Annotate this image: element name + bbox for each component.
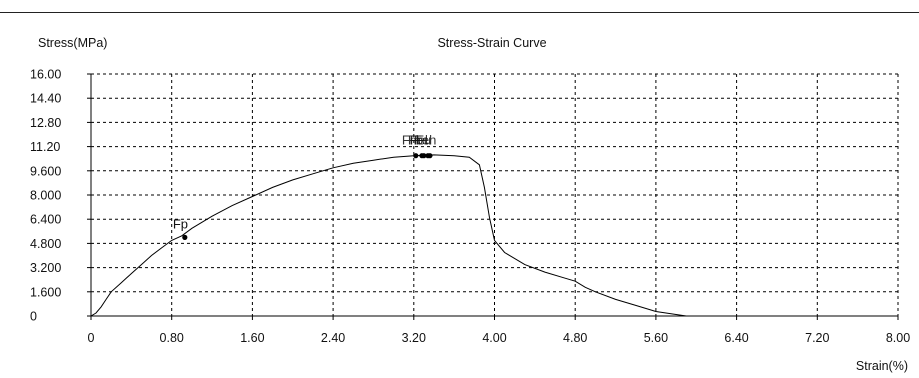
marker-point: [413, 153, 419, 159]
data-series: [90, 154, 687, 317]
y-tick-label: 6.400: [30, 213, 61, 227]
x-tick-label: 5.60: [644, 331, 668, 345]
marker-point: [427, 153, 433, 159]
x-axis-label: Strain(%): [856, 359, 908, 373]
x-tick-label: 0.80: [160, 331, 184, 345]
x-tick-label: 0: [88, 331, 95, 345]
y-tick-label: 4.800: [30, 237, 61, 251]
x-tick-label: 2.40: [321, 331, 345, 345]
marker-point: [182, 234, 188, 240]
x-tick-label: 1.60: [240, 331, 264, 345]
y-tick-label: 1.600: [30, 285, 61, 299]
x-tick-label: 4.80: [563, 331, 587, 345]
marker-label: Feh: [414, 133, 436, 148]
y-tick-label: 14.40: [30, 92, 61, 106]
stress-strain-line: [90, 154, 687, 317]
marker-point: [421, 153, 427, 159]
x-tick-label: 6.40: [724, 331, 748, 345]
top-rule: [0, 12, 919, 13]
x-tick-label: 7.20: [805, 331, 829, 345]
y-tick-label: 8.000: [30, 189, 61, 203]
y-axis-label: Stress(MPa): [38, 36, 107, 50]
x-tick-label: 4.00: [482, 331, 506, 345]
tick-labels: 0 0.80 1.60 2.40 3.20 4.00 4.80 5.60 6.40 7.20 8.0…: [30, 68, 910, 346]
y-tick-label: 9.600: [30, 164, 61, 178]
chart-title: Stress-Strain Curve: [437, 36, 546, 50]
marker-label: Fel: [410, 133, 428, 148]
marker-label: Fp: [173, 216, 188, 231]
y-tick-label: 12.80: [30, 116, 61, 130]
y-tick-label: 16.00: [30, 68, 61, 82]
grid-lines: [91, 73, 899, 316]
marker-label: Fb: [408, 133, 423, 148]
axes: [87, 73, 899, 320]
y-tick-label: 0: [30, 310, 37, 324]
x-tick-label: 3.20: [402, 331, 426, 345]
marker-label: Fu: [416, 133, 431, 148]
y-tick-label: 11.20: [30, 140, 60, 154]
x-tick-label: 8.00: [886, 331, 910, 345]
y-tick-label: 3.200: [30, 261, 61, 275]
marker-label: Fm: [402, 133, 421, 148]
